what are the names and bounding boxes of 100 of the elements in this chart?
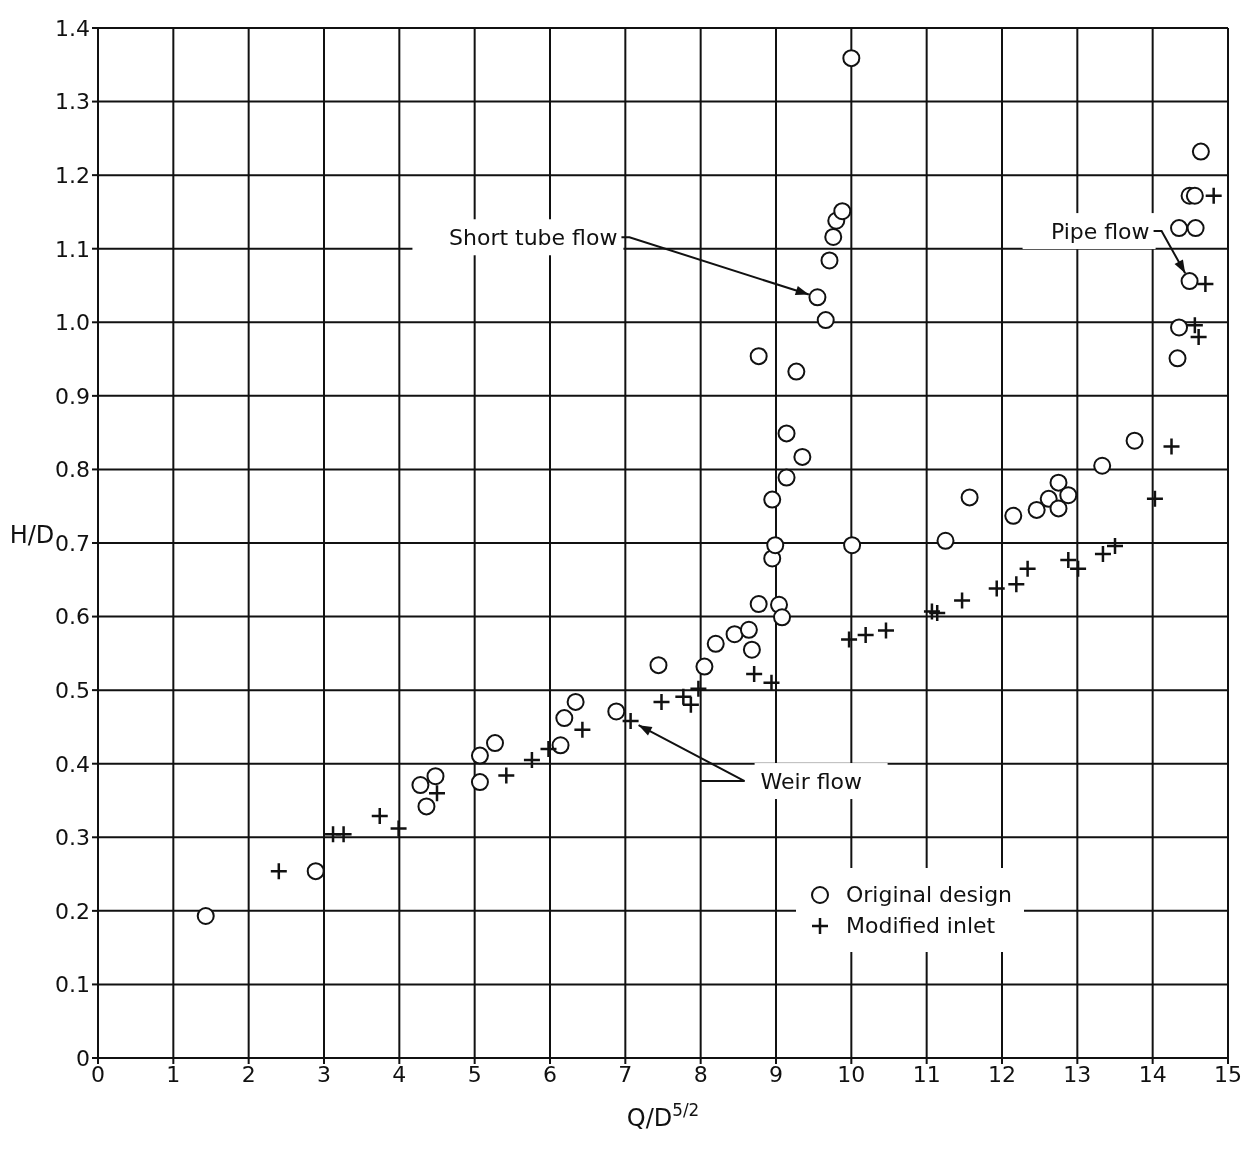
- point: [334, 825, 353, 844]
- point: [1093, 544, 1113, 564]
- x-tick-label: 11: [912, 1061, 941, 1087]
- point: [843, 536, 862, 555]
- y-axis-title: H/D: [9, 521, 55, 549]
- point: [269, 861, 289, 881]
- point: [808, 288, 827, 307]
- point: [762, 673, 781, 693]
- point: [1196, 274, 1215, 294]
- y-tick-label: 1.2: [55, 162, 90, 188]
- point: [1191, 142, 1210, 161]
- point: [470, 773, 489, 792]
- point: [1093, 456, 1112, 475]
- point: [777, 468, 796, 487]
- point: [551, 736, 570, 755]
- y-tick-label: 0.8: [55, 457, 90, 483]
- point: [306, 862, 325, 881]
- point: [763, 490, 782, 509]
- point: [922, 602, 942, 621]
- point: [522, 750, 542, 770]
- annotation: Weir flow: [760, 769, 863, 795]
- point: [725, 625, 744, 644]
- point: [1105, 536, 1125, 556]
- point: [744, 664, 764, 684]
- y-tick-label: 1.0: [55, 310, 90, 336]
- point: [1125, 431, 1144, 450]
- y-tick-label: 1.3: [55, 89, 90, 115]
- x-tick-label: 5: [467, 1061, 482, 1087]
- point: [742, 640, 761, 659]
- x-tick-label: 3: [317, 1061, 331, 1087]
- point: [739, 620, 758, 639]
- point: [777, 424, 796, 443]
- x-axis-title: Q/D$^{5/2}$: [626, 1100, 700, 1132]
- point: [1145, 489, 1165, 509]
- x-tick-label: 12: [988, 1061, 1016, 1087]
- x-tick-label: 8: [693, 1061, 708, 1087]
- point: [876, 621, 896, 640]
- x-tick-label: 10: [837, 1061, 866, 1087]
- point: [824, 227, 843, 246]
- point: [1007, 574, 1026, 594]
- annotation: Short tube flow: [449, 225, 618, 251]
- point: [706, 634, 725, 653]
- y-tick-label: 0.9: [55, 383, 90, 409]
- point: [555, 709, 574, 728]
- point: [427, 783, 447, 803]
- point: [497, 766, 516, 785]
- legend-label: Original design: [846, 882, 1013, 907]
- x-tick-label: 14: [1138, 1061, 1167, 1087]
- y-tick-label: 1.1: [55, 236, 90, 262]
- x-tick-label: 7: [618, 1061, 633, 1087]
- point: [411, 776, 430, 795]
- point: [856, 625, 875, 645]
- point: [1049, 499, 1068, 518]
- point: [1185, 186, 1204, 205]
- point: [573, 720, 592, 740]
- x-tick-label: 13: [1063, 1061, 1092, 1087]
- annotation: Pipe flow: [1050, 219, 1150, 245]
- point: [1049, 473, 1068, 492]
- point: [1180, 272, 1199, 291]
- y-tick-label: 0.5: [55, 677, 90, 703]
- point: [842, 49, 861, 68]
- point: [486, 734, 505, 753]
- point: [607, 702, 626, 721]
- x-tick-label: 4: [392, 1061, 407, 1087]
- point: [1004, 506, 1023, 525]
- point: [952, 591, 972, 610]
- y-tick-label: 0.1: [55, 972, 90, 998]
- y-tick-label: 0.7: [55, 530, 90, 556]
- point: [1162, 437, 1181, 456]
- y-tick-label: 0.2: [55, 898, 90, 924]
- point: [652, 692, 671, 712]
- point: [470, 746, 489, 765]
- point: [749, 595, 768, 614]
- y-tick-label: 0.6: [55, 604, 90, 630]
- x-tick-label: 2: [241, 1061, 256, 1087]
- point: [1059, 486, 1078, 505]
- x-tick-label: 9: [769, 1061, 783, 1087]
- point: [773, 608, 792, 627]
- point: [1018, 559, 1037, 578]
- point: [566, 692, 585, 711]
- point: [1204, 186, 1223, 205]
- point: [987, 579, 1006, 598]
- y-tick-label: 0.4: [55, 751, 90, 777]
- point: [833, 202, 852, 221]
- x-tick-label: 1: [166, 1061, 181, 1087]
- point: [1170, 219, 1189, 238]
- point: [689, 679, 708, 698]
- point: [621, 711, 640, 731]
- point: [936, 531, 955, 550]
- point: [1185, 315, 1205, 335]
- point: [539, 739, 558, 759]
- x-tick-label: 15: [1214, 1061, 1242, 1087]
- point: [1168, 349, 1187, 368]
- point: [766, 536, 785, 555]
- y-tick-label: 0.3: [55, 825, 90, 851]
- point: [1027, 500, 1046, 519]
- point: [1186, 219, 1205, 238]
- point: [749, 347, 768, 366]
- y-tick-label: 0: [76, 1045, 90, 1071]
- point: [649, 656, 668, 675]
